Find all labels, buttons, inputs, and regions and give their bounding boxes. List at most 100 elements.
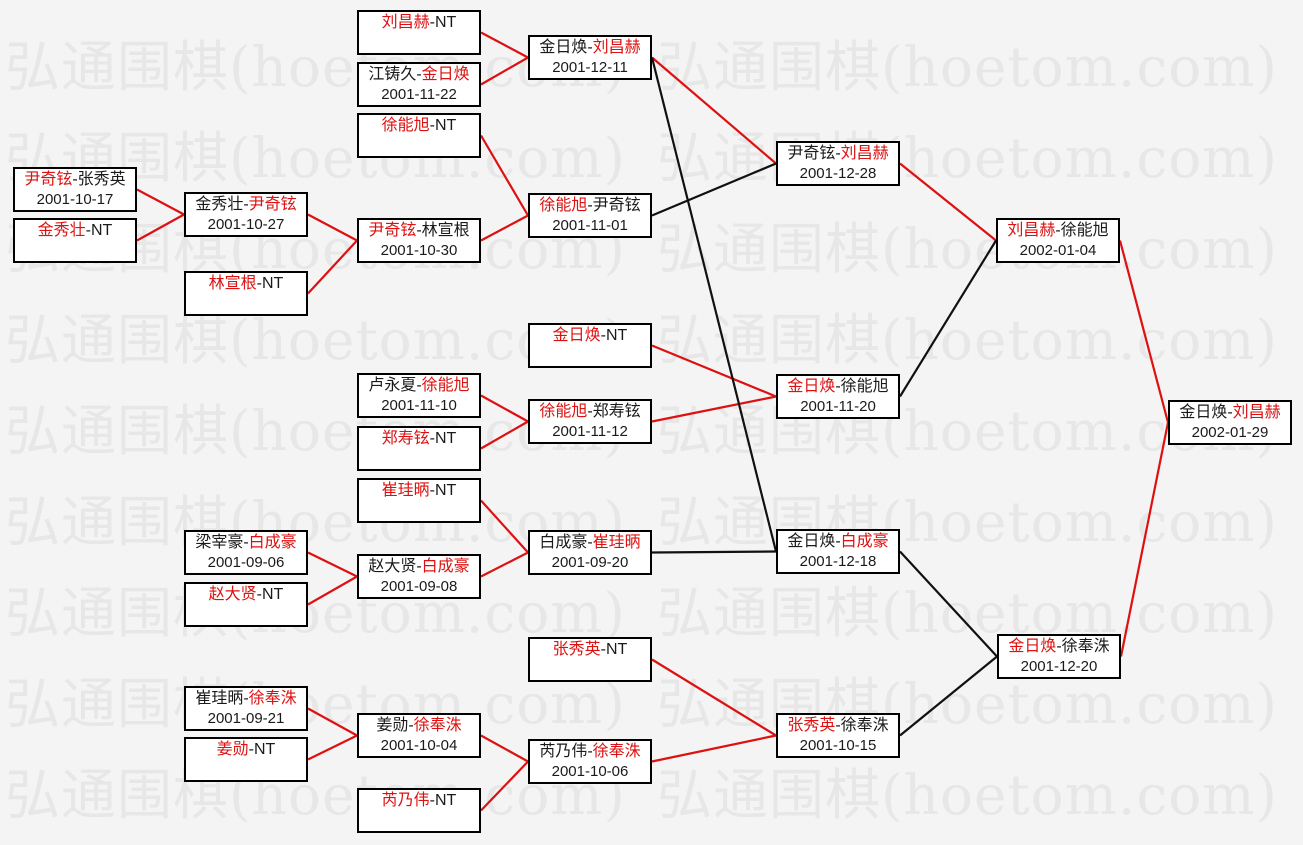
match-players: 卢永夏-徐能旭 <box>359 376 479 396</box>
player-name: 金日焕 <box>552 327 601 344</box>
match-box: 金日焕-刘昌赫 2002-01-29 <box>1168 400 1292 445</box>
player-name: 徐能旭 <box>421 377 470 394</box>
player-name: 尹奇铉 <box>24 171 73 188</box>
watermark-text: 弘通围棋(hoetom.com) <box>657 763 1278 827</box>
player-name: 徐能旭 <box>1060 222 1109 239</box>
bracket-line-winner-path <box>651 658 777 737</box>
player-name: 金日焕 <box>539 39 588 56</box>
player-name: 芮乃伟 <box>381 792 430 809</box>
bracket-line-winner-path <box>480 420 529 450</box>
player-separator: - <box>600 641 606 658</box>
match-date: 2002-01-29 <box>1191 424 1269 441</box>
watermark-text: 弘通围棋(hoetom.com) <box>657 217 1278 281</box>
match-box: 金日焕-徐奉洙 2001-12-20 <box>997 634 1121 679</box>
match-box: 赵大贤-NT <box>184 582 308 627</box>
match-players: 芮乃伟-NT <box>359 791 479 811</box>
match-box: 崔珪昞-徐奉洙 2001-09-21 <box>184 686 308 731</box>
player-name: 白成豪 <box>840 533 889 550</box>
player-name: 江铸久 <box>368 66 417 83</box>
player-name: 金日焕 <box>1008 638 1057 655</box>
player-name: 金日焕 <box>421 66 470 83</box>
match-date: 2001-10-27 <box>207 216 285 233</box>
match-players: 崔珪昞-徐奉洙 <box>186 689 306 709</box>
match-players: 赵大贤-NT <box>186 585 306 605</box>
player-name: 姜勋 <box>216 741 249 758</box>
player-name: 尹奇铉 <box>368 222 417 239</box>
match-players: 徐能旭-尹奇铉 <box>530 196 650 216</box>
match-players: 江铸久-金日焕 <box>359 65 479 85</box>
watermark-text: 弘通围棋(hoetom.com) <box>657 308 1278 372</box>
player-name: 徐能旭 <box>539 197 588 214</box>
match-box: 金日焕-白成豪 2001-12-18 <box>776 529 900 574</box>
bracket-line-loser-path <box>899 655 998 737</box>
match-players: 姜勋-NT <box>186 740 306 760</box>
bracket-line-winner-path <box>480 214 529 242</box>
match-players: 郑寿铉-NT <box>359 429 479 449</box>
player-name: 刘昌赫 <box>592 39 641 56</box>
match-players: 白成豪-崔珪昞 <box>530 533 650 553</box>
match-players: 梁宰豪-白成豪 <box>186 533 306 553</box>
player-name: 金秀壮 <box>37 222 86 239</box>
bracket-line-winner-path <box>1119 422 1170 657</box>
player-name: 林宣根 <box>421 222 470 239</box>
bracket-line-loser-path <box>899 239 997 398</box>
player-name: 尹奇铉 <box>787 145 836 162</box>
match-players: 林宣根-NT <box>186 274 306 294</box>
match-date: 2001-10-30 <box>380 242 458 259</box>
bracket-line-winner-path <box>480 31 529 59</box>
match-players: 芮乃伟-徐奉洙 <box>530 742 650 762</box>
bracket-line-loser-path <box>651 162 777 217</box>
watermark-text: 弘通围棋(hoetom.com) <box>5 672 626 736</box>
player-separator: - <box>587 743 593 760</box>
match-box: 金日焕-刘昌赫 2001-12-11 <box>528 35 652 80</box>
player-name: 刘昌赫 <box>1232 404 1281 421</box>
match-date: 2001-12-18 <box>799 553 877 570</box>
bracket-line-winner-path <box>307 239 358 295</box>
player-name: 尹奇铉 <box>248 196 297 213</box>
match-date: 2001-11-12 <box>552 423 628 440</box>
player-name: NT <box>435 792 457 809</box>
match-players: 刘昌赫-NT <box>359 13 479 33</box>
bracket-line-winner-path <box>307 707 358 737</box>
bracket-line-loser-path <box>651 550 777 554</box>
match-date: 2001-11-01 <box>552 217 628 234</box>
player-name: NT <box>435 117 457 134</box>
bracket-line-winner-path <box>651 734 777 763</box>
watermark-text: 弘通围棋(hoetom.com) <box>5 581 626 645</box>
watermark-text: 弘通围棋(hoetom.com) <box>657 126 1278 190</box>
player-name: 赵大贤 <box>368 558 417 575</box>
bracket-line-winner-path <box>480 56 529 86</box>
match-players: 张秀英-NT <box>530 640 650 660</box>
match-players: 张秀英-徐奉洙 <box>778 716 898 736</box>
player-separator: - <box>416 377 422 394</box>
match-date: 2001-09-06 <box>207 554 285 571</box>
watermark-text: 弘通围棋(hoetom.com) <box>5 763 626 827</box>
player-name: 徐奉洙 <box>840 717 889 734</box>
match-box: 姜勋-NT <box>184 737 308 782</box>
player-separator: - <box>587 534 593 551</box>
match-date: 2001-10-15 <box>799 737 877 754</box>
player-name: 徐能旭 <box>840 378 889 395</box>
bracket-line-winner-path <box>307 575 358 606</box>
match-players: 金日焕-徐奉洙 <box>999 637 1119 657</box>
match-box: 梁宰豪-白成豪 2001-09-06 <box>184 530 308 575</box>
match-players: 徐能旭-郑寿铉 <box>530 402 650 422</box>
player-name: 郑寿铉 <box>381 430 430 447</box>
watermark-text: 弘通围棋(hoetom.com) <box>657 672 1278 736</box>
match-date: 2001-09-20 <box>551 554 629 571</box>
player-name: 赵大贤 <box>208 586 257 603</box>
match-box: 芮乃伟-NT <box>357 788 481 833</box>
match-box: 徐能旭-尹奇铉 2001-11-01 <box>528 193 652 238</box>
watermark-text: 弘通围棋(hoetom.com) <box>657 581 1278 645</box>
bracket-line-winner-path <box>480 760 529 812</box>
match-box: 徐能旭-NT <box>357 113 481 158</box>
player-separator: - <box>429 14 435 31</box>
match-players: 刘昌赫-徐能旭 <box>998 221 1118 241</box>
player-separator: - <box>835 717 841 734</box>
player-name: 白成豪 <box>248 534 297 551</box>
watermark-text: 弘通围棋(hoetom.com) <box>5 490 626 554</box>
player-name: NT <box>435 482 457 499</box>
player-name: 刘昌赫 <box>1007 222 1056 239</box>
bracket-line-winner-path <box>480 734 529 763</box>
